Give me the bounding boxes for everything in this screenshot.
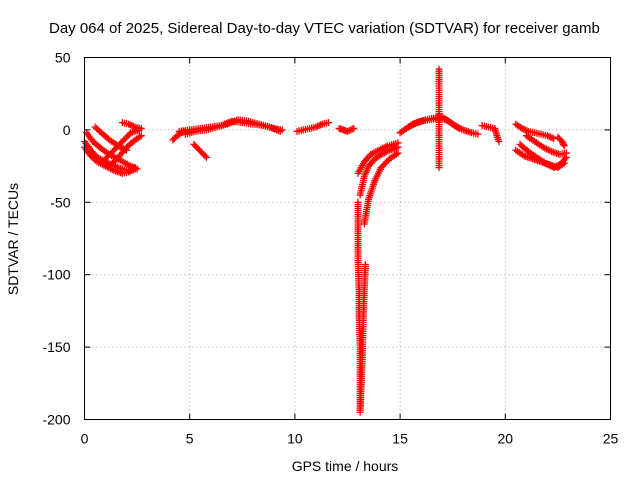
data-point — [548, 134, 556, 142]
data-point — [132, 164, 140, 172]
data-point — [518, 124, 526, 132]
y-tick-label: -150 — [42, 339, 70, 355]
y-axis: 50 0 -50 -100 -150 -200 — [42, 50, 611, 428]
x-axis-label: GPS time / hours — [292, 458, 399, 474]
series-arc-a6 — [106, 132, 145, 170]
data-point — [325, 119, 333, 127]
series-arc-b2 — [190, 140, 211, 161]
y-tick-label: 0 — [63, 122, 71, 138]
series-arc-c2 — [335, 124, 358, 135]
data-point — [133, 165, 141, 173]
data-point — [128, 163, 136, 171]
x-tick-label: 10 — [287, 431, 303, 447]
data-point — [128, 122, 136, 130]
chart-title: Day 064 of 2025, Sidereal Day-to-day VTE… — [49, 20, 600, 37]
data-point — [394, 139, 402, 147]
data-point — [392, 150, 400, 158]
data-point — [127, 162, 135, 170]
series-recov-3 — [354, 139, 402, 177]
data-point — [344, 127, 351, 135]
data-point — [125, 120, 133, 128]
data-point — [394, 149, 402, 157]
data-point — [520, 125, 528, 133]
data-point — [561, 155, 569, 163]
data-point — [350, 124, 358, 132]
grid — [84, 57, 611, 420]
x-tick-label: 25 — [603, 431, 619, 447]
data-point — [560, 159, 568, 167]
data-point — [543, 132, 551, 140]
data-point — [546, 147, 554, 155]
data-point — [361, 261, 369, 269]
y-axis-label: SDTVAR / TECUs — [5, 183, 21, 295]
data-points — [81, 65, 570, 416]
series-spike-1 — [435, 65, 443, 172]
series-arc-a4 — [91, 123, 131, 154]
data-point — [455, 124, 463, 132]
data-point — [136, 133, 144, 141]
data-point — [495, 137, 503, 145]
series-recov-1 — [356, 143, 402, 199]
data-point — [137, 132, 145, 140]
series-arc-a7 — [118, 119, 145, 132]
data-point — [314, 122, 322, 130]
series-arc-b4 — [181, 116, 284, 138]
data-point — [453, 123, 461, 131]
data-point — [560, 140, 568, 148]
x-tick-label: 20 — [498, 431, 514, 447]
data-point — [545, 132, 553, 140]
x-tick-label: 15 — [392, 431, 408, 447]
x-axis: 0 5 10 15 20 25 — [81, 57, 619, 447]
data-point — [203, 153, 211, 161]
data-point — [382, 143, 390, 151]
series-arc-d3 — [478, 122, 503, 145]
data-point — [435, 164, 443, 172]
data-point — [560, 142, 568, 150]
data-point — [317, 121, 325, 129]
series-drop-1 — [354, 198, 369, 416]
data-point — [474, 130, 482, 138]
data-point — [315, 122, 323, 130]
data-point — [276, 127, 284, 135]
data-point — [201, 152, 209, 160]
data-point — [130, 164, 138, 172]
data-point — [521, 126, 529, 134]
series-arc-e4 — [522, 132, 570, 159]
y-tick-label: -100 — [42, 267, 70, 283]
data-point — [348, 125, 356, 133]
data-point — [126, 121, 134, 129]
data-point — [347, 126, 355, 134]
x-tick-label: 5 — [186, 431, 194, 447]
y-tick-label: -50 — [50, 194, 70, 210]
data-point — [312, 123, 320, 131]
plot-frame — [84, 57, 611, 420]
data-point — [125, 168, 133, 176]
data-point — [411, 120, 419, 128]
series-recov-2 — [360, 149, 402, 228]
y-tick-label: -200 — [42, 412, 70, 428]
data-point — [137, 124, 145, 132]
series-arc-e5 — [554, 133, 568, 150]
data-point — [345, 127, 353, 135]
series-arc-e3 — [512, 146, 568, 172]
data-point — [129, 122, 137, 130]
y-tick-label: 50 — [55, 50, 71, 66]
data-point — [559, 160, 567, 168]
data-point — [562, 149, 570, 157]
data-point — [547, 133, 555, 141]
series-arc-c1 — [293, 119, 333, 135]
x-tick-label: 0 — [81, 431, 89, 447]
